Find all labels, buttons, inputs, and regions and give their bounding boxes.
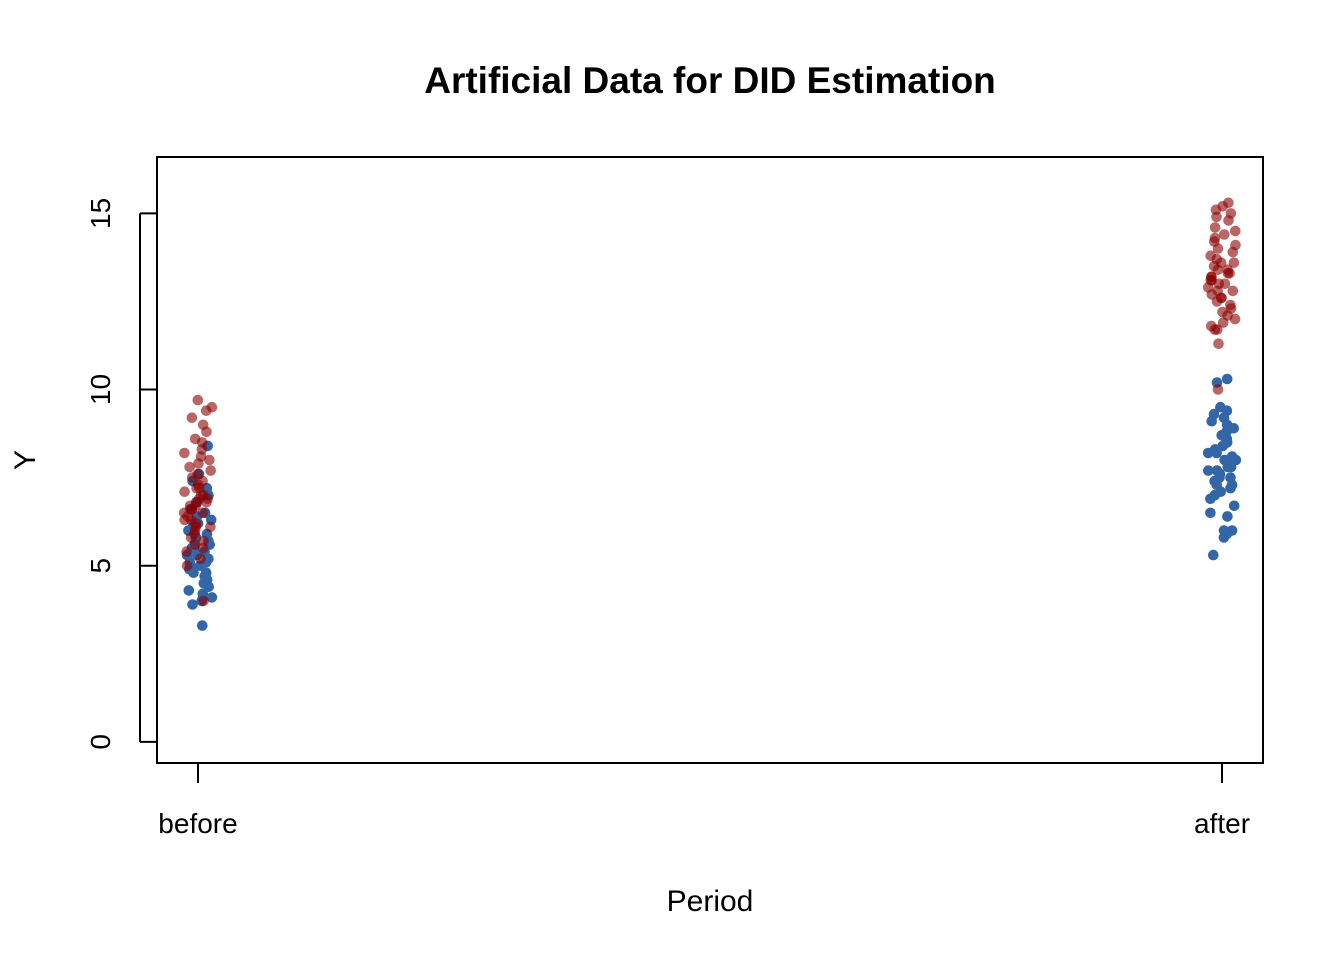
x-axis: before after <box>158 762 1250 839</box>
data-point-after <box>1219 229 1230 240</box>
data-point-after <box>1206 271 1217 283</box>
data-point-after <box>1223 197 1234 209</box>
data-point-before <box>179 447 190 459</box>
data-point-before <box>197 620 208 631</box>
data-point-before <box>183 585 195 596</box>
data-point-before <box>187 599 198 610</box>
data-point-before <box>189 433 201 445</box>
data-point-before <box>192 468 203 480</box>
data-point-before <box>197 507 208 519</box>
data-point-after <box>1205 250 1216 261</box>
data-point-before <box>179 486 190 498</box>
data-point-before <box>205 521 216 533</box>
data-point-after <box>1222 264 1233 276</box>
data-point-after <box>1217 306 1228 318</box>
data-point-before <box>184 461 195 473</box>
y-axis-label: Y <box>9 450 42 470</box>
y-tick-label: 5 <box>85 558 116 574</box>
data-point-after <box>1208 408 1220 420</box>
chart-title: Artificial Data for DID Estimation <box>424 60 996 101</box>
x-tick-label: before <box>158 808 237 839</box>
y-tick-label: 0 <box>85 734 116 750</box>
data-point-before <box>205 465 216 476</box>
y-tick-label: 15 <box>85 198 116 229</box>
data-point-after <box>1228 500 1240 512</box>
points-layer <box>178 197 1242 631</box>
data-point-after <box>1221 373 1233 385</box>
data-point-after <box>1203 465 1214 476</box>
data-point-after <box>1226 451 1238 462</box>
data-point-before <box>181 546 192 557</box>
x-axis-label: Period <box>667 885 754 918</box>
data-point-after <box>1228 257 1240 269</box>
data-point-after <box>1230 225 1241 237</box>
x-tick-label: after <box>1194 808 1250 839</box>
y-tick-label: 10 <box>85 374 116 405</box>
data-point-after <box>1226 525 1238 536</box>
plot-frame <box>156 156 1264 764</box>
data-point-after <box>1225 208 1237 219</box>
data-point-after <box>1227 285 1239 297</box>
data-point-after <box>1212 384 1224 395</box>
data-point-before <box>204 454 215 466</box>
data-point-before <box>198 595 209 607</box>
data-point-after <box>1218 525 1230 536</box>
data-point-before <box>200 567 212 578</box>
data-point-before <box>206 401 218 413</box>
data-point-after <box>1215 401 1226 413</box>
data-point-after <box>1209 222 1221 233</box>
data-point-after <box>1206 320 1217 332</box>
data-point-before <box>206 592 218 603</box>
data-point-after <box>1222 511 1233 522</box>
data-point-after <box>1208 549 1219 561</box>
data-point-after <box>1230 239 1241 251</box>
data-point-after <box>1225 472 1236 483</box>
data-point-before <box>197 419 209 431</box>
y-axis: 0 5 10 15 <box>85 198 157 750</box>
data-point-before <box>186 412 198 424</box>
data-point-after <box>1205 507 1216 519</box>
data-point-after <box>1213 338 1224 350</box>
data-point-after <box>1209 232 1221 244</box>
data-point-after <box>1211 465 1223 476</box>
data-point-before <box>195 553 206 564</box>
data-point-before <box>192 394 204 406</box>
data-point-before <box>198 535 209 547</box>
data-point-after <box>1225 299 1236 311</box>
data-point-before <box>181 560 193 571</box>
